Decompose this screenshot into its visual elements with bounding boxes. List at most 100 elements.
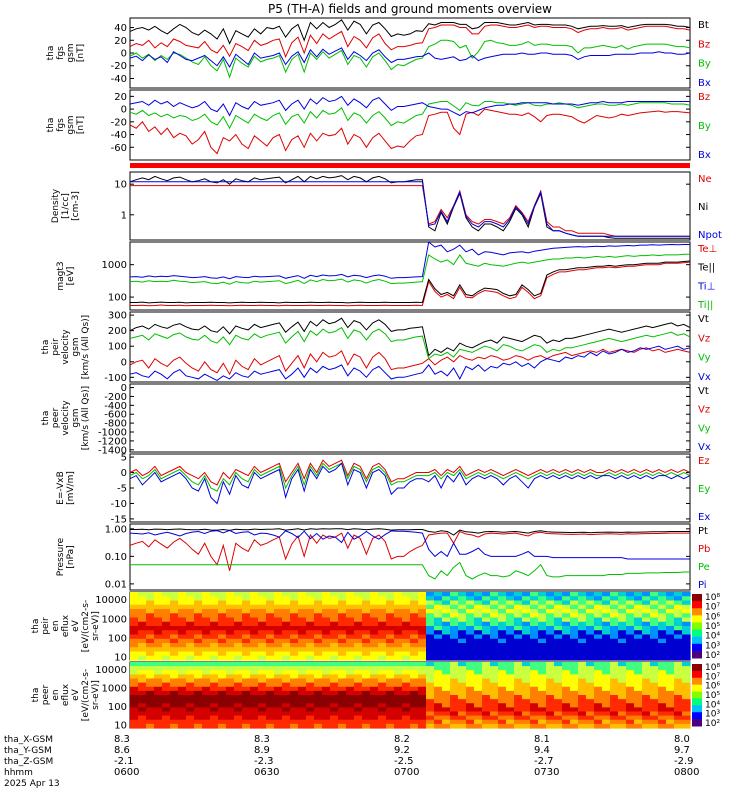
spectrogram-cell	[442, 630, 451, 636]
spectrogram-cell	[562, 703, 571, 708]
spectrogram-cell	[306, 600, 315, 606]
spectrogram-cell	[330, 600, 339, 606]
spectrogram-cell	[578, 699, 587, 704]
spectrogram-cell	[482, 651, 491, 657]
spectrogram-cell	[146, 699, 155, 704]
series-line-By	[129, 101, 691, 130]
spectrogram-cell	[474, 662, 483, 667]
spectrogram-cell	[626, 621, 635, 627]
spectrogram-cell	[418, 723, 427, 729]
spectrogram-cell	[250, 609, 259, 614]
spectrogram-cell	[674, 686, 683, 692]
spectrogram-cell	[482, 638, 491, 644]
colorbar-segment	[692, 594, 702, 602]
spectrogram-cell	[266, 617, 275, 623]
spectrogram-cell	[618, 715, 627, 721]
spectrogram-cell	[610, 719, 619, 725]
spectrogram-cell	[154, 596, 163, 602]
spectrogram-cell	[354, 638, 363, 644]
spectrogram-cell	[178, 715, 187, 721]
spectrogram-cell	[482, 670, 491, 675]
spectrogram-cell	[658, 647, 667, 653]
spectrogram-cell	[618, 674, 627, 680]
spectrogram-cell	[586, 666, 595, 671]
spectrogram-cell	[522, 638, 531, 644]
spectrogram-cell	[154, 626, 163, 631]
spectrogram-cell	[658, 626, 667, 631]
spectrogram-cell	[146, 630, 155, 636]
spectrogram-cell	[242, 678, 251, 684]
spectrogram-cell	[426, 711, 435, 717]
spectrogram-cell	[274, 651, 283, 657]
spectrogram-cell	[338, 655, 347, 661]
spectrogram-cell	[370, 662, 379, 667]
spectrogram-cell	[130, 596, 139, 602]
spectrogram-cell	[250, 647, 259, 653]
spectrogram-cell	[354, 711, 363, 717]
spectrogram-cell	[458, 715, 467, 721]
spectrogram-cell	[178, 617, 187, 623]
spectrogram-cell	[146, 643, 155, 648]
panel-pressure	[129, 528, 690, 580]
spectrogram-cell	[498, 682, 507, 688]
spectrogram-cell	[554, 666, 563, 671]
spectrogram-cell	[306, 655, 315, 661]
spectrogram-cell	[386, 600, 395, 606]
spectrogram-cell	[290, 626, 299, 631]
spectrogram-cell	[178, 655, 187, 661]
spectrogram-cell	[386, 651, 395, 657]
spectrogram-cell	[258, 638, 267, 644]
spectrogram-cell	[602, 604, 611, 610]
y-tick-label: 10000	[95, 665, 127, 676]
spectrogram-cell	[306, 723, 315, 729]
spectrogram-cell	[162, 609, 171, 614]
spectrogram-cell	[330, 643, 339, 648]
spectrogram-cell	[594, 621, 603, 627]
spectrogram-cell	[394, 666, 403, 671]
spectrogram-cell	[666, 682, 675, 688]
spectrogram-cell	[242, 690, 251, 696]
spectrogram-cell	[602, 686, 611, 692]
spectrogram-cell	[434, 707, 443, 713]
spectrogram-cell	[650, 719, 659, 725]
spectrogram-cell	[242, 715, 251, 721]
spectrogram-cell	[418, 666, 427, 671]
spectrogram-cell	[290, 592, 299, 597]
spectrogram-cell	[602, 592, 611, 597]
spectrogram-cell	[194, 626, 203, 631]
spectrogram-cell	[202, 674, 211, 680]
spectrogram-cell	[314, 626, 323, 631]
spectrogram-cell	[618, 655, 627, 661]
spectrogram-cell	[274, 666, 283, 671]
footer-value: 0730	[534, 767, 559, 778]
spectrogram-cell	[226, 626, 235, 631]
spectrogram-cell	[138, 621, 147, 627]
spectrogram-cell	[330, 666, 339, 671]
spectrogram-cell	[466, 651, 475, 657]
spectrogram-cell	[634, 699, 643, 704]
spectrogram-cell	[242, 662, 251, 667]
spectrogram-cell	[234, 699, 243, 704]
spectrogram-cell	[434, 617, 443, 623]
footer-value: 8.2	[394, 734, 410, 745]
spectrogram-cell	[362, 695, 371, 700]
spectrogram-cell	[426, 674, 435, 680]
spectrogram-cell	[146, 674, 155, 680]
spectrogram-cell	[282, 604, 291, 610]
spectrogram-cell	[618, 604, 627, 610]
spectrogram-cell	[250, 682, 259, 688]
spectrogram-cell	[674, 711, 683, 717]
spectrogram-cell	[522, 695, 531, 700]
y-axis-label-line: fgs	[56, 46, 66, 60]
spectrogram-cell	[458, 651, 467, 657]
spectrogram-cell	[610, 596, 619, 602]
spectrogram-cell	[362, 638, 371, 644]
spectrogram-cell	[658, 723, 667, 729]
y-axis-label-line: [km/s (All Qs)]	[81, 386, 91, 450]
spectrogram-cell	[522, 626, 531, 631]
spectrogram-cell	[426, 621, 435, 627]
spectrogram-cell	[434, 634, 443, 640]
spectrogram-cell	[154, 630, 163, 636]
spectrogram-cell	[226, 686, 235, 692]
spectrogram-cell	[442, 643, 451, 648]
